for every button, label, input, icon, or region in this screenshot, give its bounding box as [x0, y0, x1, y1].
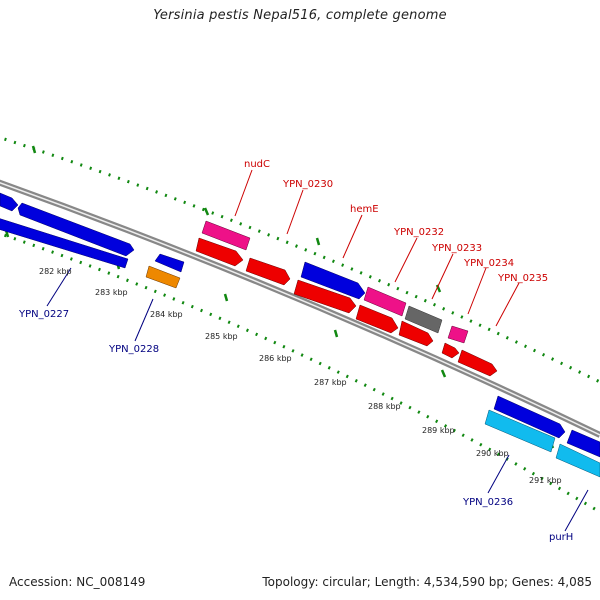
gene-ypn0236-cyan[interactable] — [484, 409, 556, 453]
tick-label-289: 289 kbp — [422, 426, 455, 435]
label-ypn0232: YPN_0232 — [393, 227, 444, 238]
tick-label-287: 287 kbp — [314, 378, 347, 387]
gene-hemE-blue[interactable] — [300, 261, 366, 300]
gene-cyan-right[interactable] — [555, 443, 600, 478]
tick-label-284: 284 kbp — [150, 310, 183, 319]
genome-backbone-inner — [0, 182, 600, 436]
gene-ypn0230[interactable] — [195, 237, 244, 267]
gene-red-row2-b[interactable] — [355, 304, 399, 334]
gene-red-row2-e[interactable] — [457, 349, 498, 377]
gene-ypn0236-blue[interactable] — [493, 395, 566, 439]
inner-dotted-track — [0, 232, 600, 514]
gene-ypn0232-pink[interactable] — [363, 286, 407, 317]
label-ypn0235: YPN_0235 — [497, 273, 548, 284]
tick-label-282: 282 kbp — [39, 267, 72, 276]
callout-lines-blue — [46, 267, 589, 532]
topology-label: Topology: circular; Length: 4,534,590 bp… — [262, 575, 592, 589]
label-ypn0233: YPN_0233 — [431, 243, 482, 254]
gene-ypn0234-pink[interactable] — [447, 325, 469, 344]
gene-left-blue-outer-1[interactable] — [0, 192, 19, 212]
gene-left-blue-inner[interactable] — [0, 218, 129, 269]
label-nudC: nudC — [244, 159, 270, 170]
label-ypn0227: YPN_0227 — [18, 309, 69, 320]
label-ypn0228: YPN_0228 — [108, 344, 159, 355]
tick-label-290: 290 kbp — [476, 449, 509, 458]
tick-label-285: 285 kbp — [205, 332, 238, 341]
accession-label: Accession: NC_008149 — [9, 575, 146, 589]
page-title: Yersinia pestis Nepal516, complete genom… — [153, 8, 447, 23]
gene-ypn0228-orange[interactable] — [145, 265, 181, 289]
tick-label-286: 286 kbp — [259, 354, 292, 363]
tick-label-283: 283 kbp — [95, 288, 128, 297]
label-ypn0234: YPN_0234 — [463, 258, 514, 269]
gene-ypn0233-gray[interactable] — [404, 305, 443, 334]
genome-backbone — [0, 179, 600, 438]
label-ypn0230: YPN_0230 — [282, 179, 333, 190]
tick-label-291: 291 kbp — [529, 476, 562, 485]
gene-hemE-red[interactable] — [245, 257, 291, 286]
label-purH: purH — [549, 532, 573, 543]
gene-purH-blue[interactable] — [566, 429, 600, 458]
callout-lines-red — [234, 169, 520, 327]
gene-nudC[interactable] — [201, 220, 251, 251]
gene-ypn0228-blue[interactable] — [154, 253, 185, 273]
tick-label-288: 288 kbp — [368, 402, 401, 411]
gene-red-row2-d[interactable] — [441, 342, 460, 359]
gene-red-row2-c[interactable] — [398, 320, 434, 347]
gene-red-row2-a[interactable] — [293, 279, 357, 314]
label-ypn0236: YPN_0236 — [462, 497, 513, 508]
label-hemE: hemE — [350, 204, 379, 215]
gene-left-blue-outer-2[interactable] — [17, 202, 135, 257]
outer-dotted-track — [0, 136, 600, 384]
